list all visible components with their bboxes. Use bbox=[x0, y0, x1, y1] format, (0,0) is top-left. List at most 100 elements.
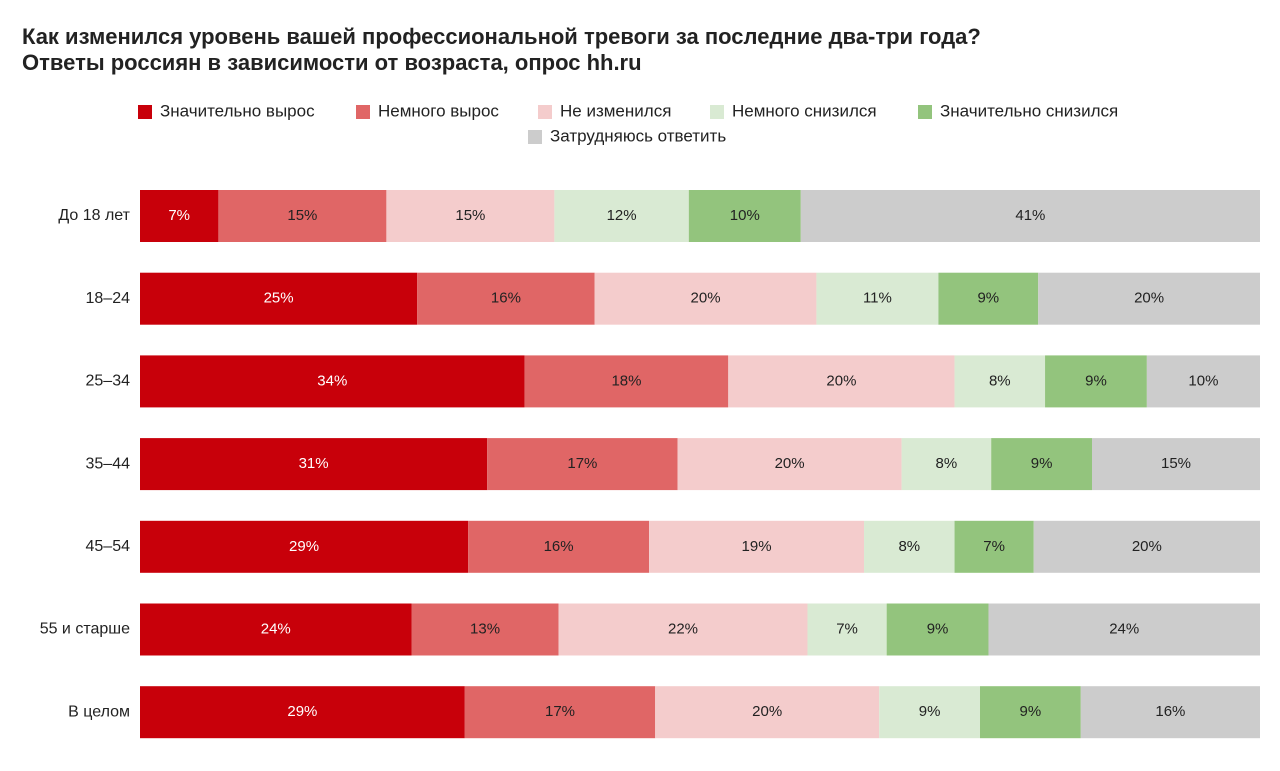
data-label: 15% bbox=[455, 207, 485, 224]
bar-segment bbox=[140, 272, 418, 325]
y-tick-label: 35–44 bbox=[86, 455, 131, 472]
bar-segment bbox=[487, 438, 678, 491]
bar-segment bbox=[879, 686, 980, 739]
bar-segment bbox=[980, 686, 1081, 739]
data-label: 8% bbox=[989, 372, 1011, 389]
bar-segment bbox=[1033, 520, 1260, 573]
data-label: 15% bbox=[287, 207, 317, 224]
data-label: 15% bbox=[1161, 455, 1191, 472]
chart-title: Как изменился уровень вашей профессионал… bbox=[22, 24, 981, 49]
data-label: 9% bbox=[919, 703, 941, 720]
legend-label: Значительно вырос bbox=[160, 101, 315, 120]
y-tick-label: В целом bbox=[68, 703, 130, 720]
bar-segment bbox=[1146, 355, 1260, 408]
data-label: 9% bbox=[1085, 372, 1107, 389]
bar-segment bbox=[386, 190, 555, 242]
data-label: 12% bbox=[607, 207, 637, 224]
data-label: 20% bbox=[752, 703, 782, 720]
data-label: 10% bbox=[1188, 372, 1218, 389]
data-label: 7% bbox=[168, 207, 190, 224]
bar-segment bbox=[991, 438, 1092, 491]
data-label: 20% bbox=[1132, 538, 1162, 555]
bar-segment bbox=[807, 603, 887, 656]
bar-segment bbox=[140, 438, 488, 491]
bar-segment bbox=[988, 603, 1260, 656]
data-label: 11% bbox=[863, 290, 892, 307]
bar-segment bbox=[417, 272, 595, 325]
bar-segment bbox=[655, 686, 880, 739]
data-label: 17% bbox=[545, 703, 575, 720]
data-label: 41% bbox=[1015, 207, 1045, 224]
bar-segment bbox=[554, 190, 689, 242]
legend-label: Не изменился bbox=[560, 101, 671, 120]
data-label: 20% bbox=[691, 290, 721, 307]
data-label: 19% bbox=[742, 538, 772, 555]
data-label: 31% bbox=[299, 455, 329, 472]
legend-swatch bbox=[528, 130, 542, 144]
bar-segment bbox=[864, 520, 955, 573]
data-label: 17% bbox=[567, 455, 597, 472]
bar-segment bbox=[728, 355, 955, 408]
bar-segment bbox=[464, 686, 656, 739]
bar-segment bbox=[140, 190, 219, 242]
data-label: 8% bbox=[898, 538, 920, 555]
bar-segment bbox=[140, 603, 412, 656]
bar-segment bbox=[938, 272, 1039, 325]
bar-segment bbox=[688, 190, 801, 242]
data-label: 7% bbox=[983, 538, 1005, 555]
bar-segment bbox=[901, 438, 992, 491]
bar-segment bbox=[954, 520, 1034, 573]
data-label: 9% bbox=[1020, 703, 1042, 720]
bar-segment bbox=[140, 686, 465, 739]
bar-segment bbox=[677, 438, 902, 491]
bar-segment bbox=[649, 520, 865, 573]
data-label: 20% bbox=[775, 455, 805, 472]
bar-segment bbox=[816, 272, 939, 325]
bar-segment bbox=[800, 190, 1260, 242]
data-label: 10% bbox=[730, 207, 760, 224]
bar-segment bbox=[1080, 686, 1260, 739]
bar-segment bbox=[468, 520, 650, 573]
bar-segment bbox=[1038, 272, 1260, 325]
bar-segment bbox=[1092, 438, 1260, 491]
data-label: 29% bbox=[287, 703, 317, 720]
bar-segment bbox=[1045, 355, 1147, 408]
y-tick-label: 55 и старше bbox=[40, 621, 130, 638]
bar-segment bbox=[886, 603, 989, 656]
bar-segment bbox=[218, 190, 387, 242]
y-tick-label: 45–54 bbox=[86, 538, 131, 555]
y-tick-label: До 18 лет bbox=[58, 207, 130, 224]
data-label: 34% bbox=[317, 372, 347, 389]
legend-swatch bbox=[138, 105, 152, 119]
chart-subtitle: Ответы россиян в зависимости от возраста… bbox=[22, 50, 642, 75]
data-label: 18% bbox=[611, 372, 641, 389]
legend-swatch bbox=[538, 105, 552, 119]
data-label: 16% bbox=[491, 290, 521, 307]
legend-label: Значительно снизился bbox=[940, 101, 1118, 120]
data-label: 24% bbox=[261, 620, 291, 637]
bar-segment bbox=[594, 272, 817, 325]
bar-segment bbox=[954, 355, 1046, 408]
data-label: 7% bbox=[836, 620, 858, 637]
data-label: 8% bbox=[936, 455, 958, 472]
data-label: 20% bbox=[1134, 290, 1164, 307]
legend-swatch bbox=[710, 105, 724, 119]
data-label: 24% bbox=[1109, 620, 1139, 637]
data-label: 20% bbox=[826, 372, 856, 389]
legend-swatch bbox=[356, 105, 370, 119]
legend-label: Немного снизился bbox=[732, 101, 877, 120]
bar-segment bbox=[558, 603, 808, 656]
y-tick-label: 18–24 bbox=[86, 290, 131, 307]
data-label: 29% bbox=[289, 538, 319, 555]
data-label: 16% bbox=[1155, 703, 1185, 720]
bar-segment bbox=[411, 603, 559, 656]
data-label: 9% bbox=[1031, 455, 1053, 472]
y-tick-label: 25–34 bbox=[86, 373, 131, 390]
data-label: 25% bbox=[264, 290, 294, 307]
bar-segment bbox=[140, 520, 469, 573]
data-label: 22% bbox=[668, 620, 698, 637]
bar-segment bbox=[140, 355, 525, 408]
legend-label: Немного вырос bbox=[378, 101, 499, 120]
data-label: 9% bbox=[977, 290, 999, 307]
